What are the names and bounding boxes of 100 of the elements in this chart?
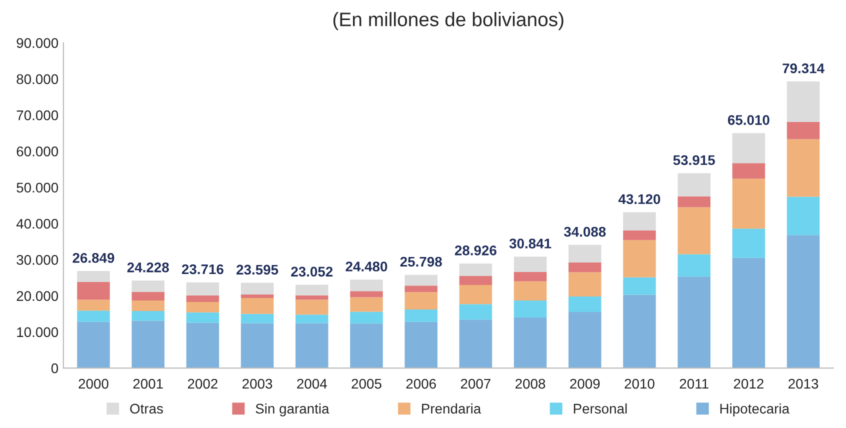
- bar: [404, 322, 438, 368]
- bar: [350, 280, 383, 292]
- bar: [186, 282, 220, 296]
- bar: [459, 304, 492, 320]
- x-tick-label: 2005: [352, 378, 382, 389]
- bar: [514, 300, 547, 318]
- bar: [77, 271, 110, 282]
- bar: [732, 163, 766, 179]
- bar: [132, 280, 164, 292]
- total-label: 23.716: [182, 264, 224, 274]
- legend-label: Prendaria: [422, 403, 482, 414]
- x-tick-label: 2011: [680, 378, 708, 389]
- bar: [296, 323, 328, 368]
- total-label: 28.926: [454, 246, 496, 256]
- bar: [77, 322, 110, 368]
- bar: [678, 196, 710, 208]
- total-label: 24.480: [346, 262, 388, 272]
- bar: [240, 323, 274, 368]
- bar: [350, 312, 383, 324]
- bar: [186, 312, 220, 323]
- total-label: 23.595: [236, 264, 278, 275]
- bar: [404, 310, 438, 322]
- bar: [350, 291, 383, 298]
- bar: [514, 317, 547, 368]
- bar: [732, 178, 766, 229]
- legend-label: Hipotecaria: [720, 403, 790, 416]
- x-tick-label: 2009: [570, 378, 600, 389]
- bar: [623, 277, 656, 295]
- y-tick-label: 40.000: [16, 218, 58, 229]
- chart-title: (En millones de bolivianos): [333, 12, 564, 30]
- bar: [404, 274, 438, 286]
- x-tick-label: 2010: [624, 378, 654, 389]
- x-tick-label: 2002: [188, 378, 218, 389]
- legend-label: Personal: [574, 403, 627, 414]
- bar: [240, 298, 274, 314]
- bar: [186, 295, 220, 302]
- bar: [786, 122, 820, 140]
- x-tick-label: 2004: [297, 378, 327, 389]
- y-tick-label: 50.000: [16, 182, 58, 193]
- total-label: 26.849: [72, 253, 114, 263]
- bar: [132, 310, 164, 321]
- total-label: 24.228: [127, 262, 169, 272]
- x-tick-label: 2013: [788, 378, 818, 389]
- y-tick-label: 20.000: [16, 291, 58, 301]
- bar: [568, 244, 602, 263]
- bar: [623, 212, 656, 230]
- total-label: 79.314: [782, 63, 824, 74]
- bar: [732, 228, 766, 258]
- bar: [623, 294, 656, 368]
- bar: [459, 320, 492, 368]
- total-label: 25.798: [400, 256, 442, 267]
- bar: [568, 272, 602, 297]
- bar: [404, 286, 438, 292]
- x-tick-label: 2003: [242, 378, 272, 389]
- bar: [786, 81, 820, 122]
- total-label: 53.915: [673, 155, 715, 166]
- total-label: 43.120: [618, 194, 660, 204]
- x-tick-label: 2000: [78, 378, 108, 389]
- y-tick-label: 0: [51, 363, 58, 374]
- bar: [514, 256, 547, 272]
- y-tick-label: 60.000: [16, 146, 58, 156]
- bar: [786, 139, 820, 197]
- bar: [132, 300, 164, 311]
- bar: [459, 264, 492, 276]
- bar: [514, 272, 547, 282]
- bar: [568, 296, 602, 312]
- bar: [459, 284, 492, 304]
- bar: [77, 310, 110, 322]
- bar: [678, 276, 710, 368]
- x-tick-label: 2001: [133, 378, 163, 389]
- x-tick-label: 2006: [406, 378, 436, 389]
- y-tick-label: 70.000: [16, 110, 58, 120]
- bar: [732, 258, 766, 368]
- x-tick-label: 2008: [516, 378, 546, 389]
- y-tick-label: 80.000: [16, 74, 58, 84]
- y-tick-label: 90.000: [16, 38, 58, 48]
- bar: [296, 284, 328, 296]
- bar: [568, 262, 602, 272]
- bar: [240, 314, 274, 324]
- bar: [240, 282, 274, 294]
- bar: [678, 207, 710, 254]
- bar: [350, 324, 383, 368]
- bar: [77, 282, 110, 300]
- legend-label: Sin garantia: [256, 403, 330, 416]
- total-label: 23.052: [291, 266, 333, 277]
- bar: [786, 235, 820, 368]
- total-label: 30.841: [509, 238, 552, 248]
- y-tick-label: 30.000: [16, 254, 58, 265]
- bar: [296, 300, 328, 315]
- x-tick-label: 2012: [734, 378, 764, 389]
- legend-label: Otras: [130, 404, 163, 414]
- y-tick-label: 10.000: [17, 327, 58, 338]
- bar: [786, 196, 820, 236]
- bar: [240, 294, 274, 298]
- bar: [350, 297, 383, 312]
- bar: [186, 322, 220, 368]
- total-label: 34.088: [564, 226, 606, 237]
- bar: [132, 292, 164, 300]
- bar: [404, 292, 438, 310]
- bar: [514, 281, 547, 300]
